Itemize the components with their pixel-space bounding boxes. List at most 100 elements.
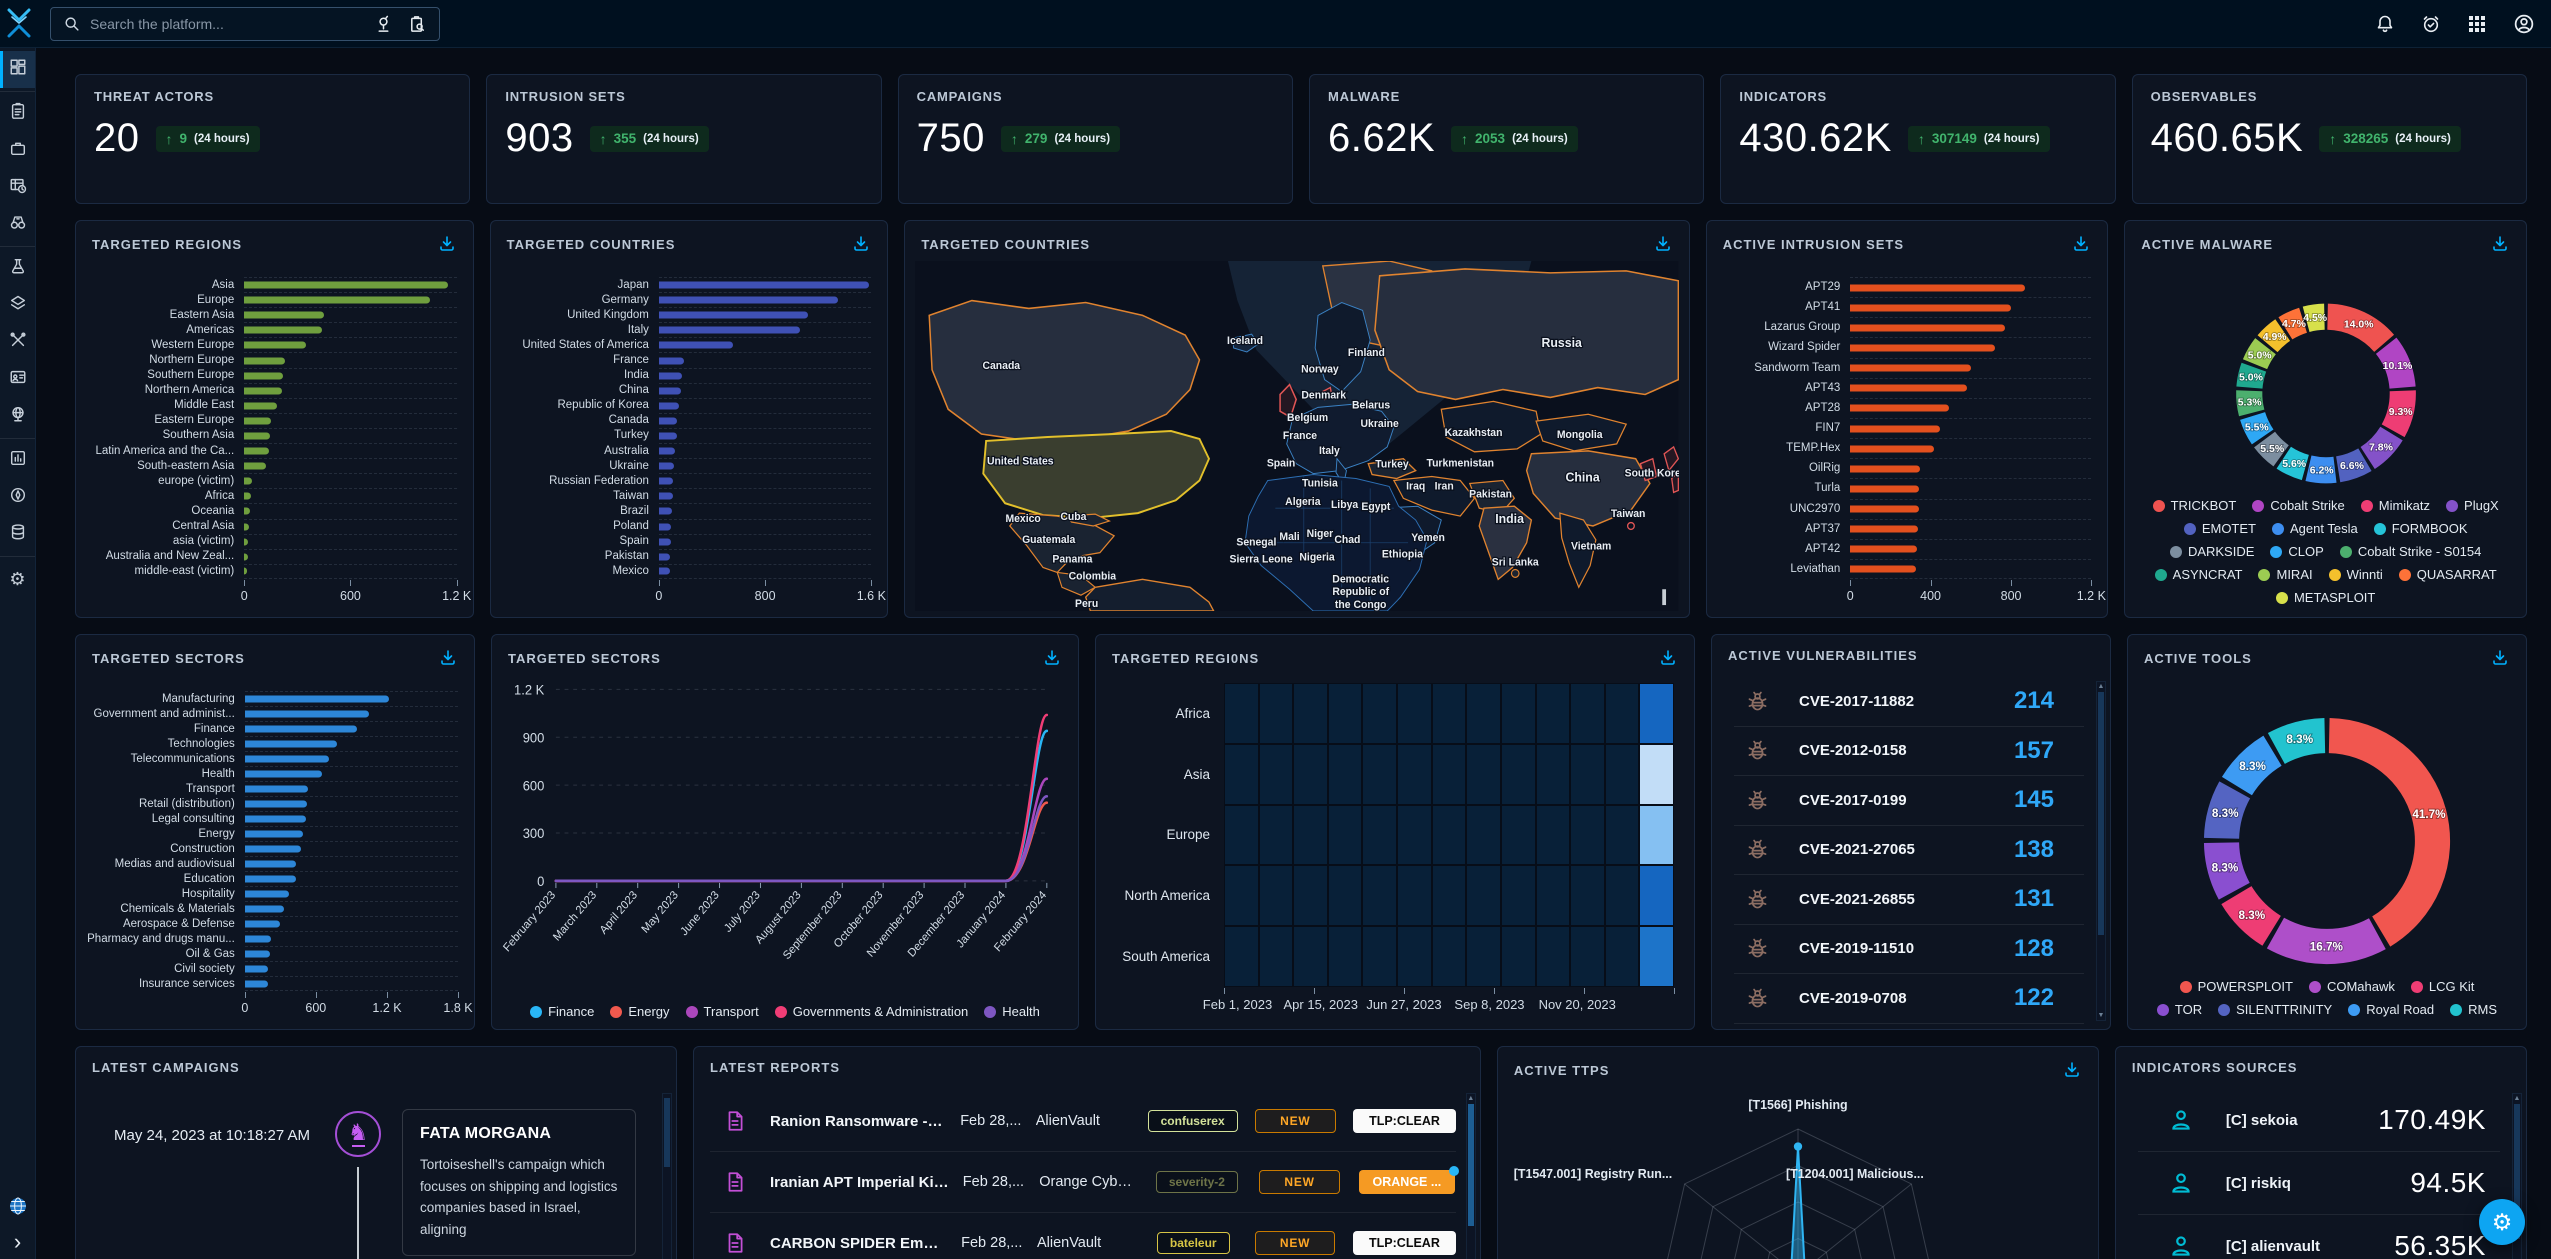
bar-row[interactable]: APT37 — [1715, 518, 2092, 539]
campaign-item[interactable]: FATA MORGANA Tortoiseshell's campaign wh… — [402, 1109, 636, 1257]
bar-row[interactable]: Ukraine — [499, 458, 872, 473]
nav-techniques[interactable] — [0, 324, 35, 361]
bar-row[interactable]: Republic of Korea — [499, 397, 872, 413]
download-icon[interactable] — [2062, 1060, 2082, 1080]
legend-item[interactable]: Winnti — [2328, 567, 2383, 582]
bar[interactable] — [244, 538, 249, 546]
bar[interactable] — [658, 462, 675, 470]
opencti-logo-icon[interactable] — [6, 8, 32, 43]
active-ttps-radar[interactable]: [T1566] Phishing [T1204.001] Malicious...… — [1502, 1085, 2094, 1259]
bar-row[interactable]: Turla — [1715, 478, 2092, 498]
nav-analyses[interactable] — [0, 95, 35, 132]
heatmap-cell[interactable] — [1362, 865, 1398, 927]
bar[interactable] — [244, 402, 277, 410]
heatmap-cell[interactable] — [1327, 926, 1363, 987]
nav-arsenal[interactable] — [0, 287, 35, 324]
bar-row[interactable]: Southern Asia — [84, 427, 457, 443]
bar-row[interactable]: Brazil — [499, 503, 872, 518]
legend-item[interactable]: MIRAI — [2258, 567, 2313, 582]
heatmap-cell[interactable] — [1362, 683, 1398, 744]
bar-row[interactable]: Europe — [84, 292, 457, 307]
report-marking-chip[interactable]: ORANGE ... — [1358, 1166, 1460, 1194]
bar[interactable] — [1850, 304, 2011, 312]
bar[interactable] — [244, 725, 358, 733]
bar-row[interactable]: Telecommunications — [84, 751, 458, 766]
legend-item[interactable]: RMS — [2450, 1002, 2497, 1017]
bar-row[interactable]: Australia — [499, 443, 872, 458]
download-icon[interactable] — [1658, 648, 1678, 668]
bar-row[interactable]: Latin America and the Ca... — [84, 443, 457, 458]
heatmap-cell[interactable] — [1327, 743, 1363, 805]
bar-row[interactable]: Italy — [499, 322, 872, 337]
targeted-sectors-line-chart[interactable]: 0 300 600 900 1.2 K February 2023 March 2023 Ap… — [502, 675, 1068, 1019]
heatmap-cell[interactable] — [1293, 683, 1328, 744]
bar-row[interactable]: Technologies — [84, 736, 458, 751]
bar[interactable] — [244, 890, 289, 898]
legend-item[interactable]: FORMBOOK — [2373, 521, 2468, 536]
bar-row[interactable]: Insurance services — [84, 976, 458, 991]
bar[interactable] — [658, 492, 673, 500]
heatmap-cell[interactable] — [1570, 926, 1605, 987]
donut-slice[interactable] — [2302, 303, 2325, 333]
bar[interactable] — [658, 553, 671, 561]
heatmap-cell[interactable] — [1327, 804, 1363, 866]
heatmap-cell[interactable] — [1535, 683, 1571, 744]
bar-row[interactable]: Retail (distribution) — [84, 796, 458, 811]
bar[interactable] — [244, 462, 267, 470]
bar-row[interactable]: Canada — [499, 412, 872, 428]
vulnerability-row[interactable]: CVE-2021-26855 131 — [1733, 875, 2084, 925]
bar[interactable] — [244, 740, 338, 748]
heatmap-cell[interactable] — [1258, 926, 1294, 987]
download-icon[interactable] — [851, 234, 871, 254]
report-marking-chip[interactable]: TLP:CLEAR — [1353, 1109, 1456, 1133]
bar[interactable] — [658, 538, 671, 546]
bar[interactable] — [244, 965, 269, 973]
bar-row[interactable]: Turkey — [499, 427, 872, 443]
bar[interactable] — [244, 447, 270, 455]
stat-card-indicators[interactable]: INDICATORS 430.62K ↑ 307149 (24 hours) — [1720, 74, 2116, 204]
report-tag-chip[interactable]: bateleur — [1156, 1232, 1230, 1254]
nav-investigations[interactable] — [0, 479, 35, 516]
heatmap-cell[interactable] — [1362, 926, 1398, 987]
heatmap-cell[interactable] — [1500, 683, 1536, 744]
heatmap-cell[interactable] — [1431, 804, 1467, 866]
heatmap-cell[interactable] — [1570, 743, 1605, 805]
bar-row[interactable]: Oceania — [84, 503, 457, 518]
heatmap-cell[interactable] — [1431, 683, 1467, 744]
nav-dashboards[interactable] — [0, 442, 35, 479]
bar-row[interactable]: France — [499, 352, 872, 367]
bar-row[interactable]: APT41 — [1715, 297, 2092, 317]
bar-row[interactable]: UNC2970 — [1715, 498, 2092, 519]
heatmap-cell[interactable] — [1500, 804, 1536, 866]
bar-row[interactable]: TEMP.Hex — [1715, 438, 2092, 458]
vulnerability-row[interactable]: CVE-2017-11882 214 — [1733, 677, 2084, 727]
bar-row[interactable]: Sandworm Team — [1715, 357, 2092, 378]
indicator-source-row[interactable]: [C] sekoia 170.49K — [2137, 1089, 2500, 1152]
bar[interactable] — [244, 477, 253, 485]
bar[interactable] — [1850, 384, 1967, 392]
bar[interactable] — [244, 296, 431, 304]
heatmap-cell[interactable] — [1362, 804, 1398, 866]
nav-events[interactable] — [0, 169, 35, 206]
scrollbar[interactable]: ▲ ▼ — [2095, 681, 2106, 1021]
stat-card-campaigns[interactable]: CAMPAIGNS 750 ↑ 279 (24 hours) — [897, 74, 1293, 204]
bar[interactable] — [658, 477, 674, 485]
bar-row[interactable]: Aerospace & Defense — [84, 916, 458, 931]
nav-threats[interactable] — [0, 250, 35, 287]
bar-row[interactable]: Leviathan — [1715, 558, 2092, 580]
stat-card-observables[interactable]: OBSERVABLES 460.65K ↑ 328265 (24 hours) — [2131, 74, 2527, 204]
heatmap-cell[interactable] — [1500, 926, 1536, 987]
legend-item[interactable]: EMOTET — [2183, 521, 2256, 536]
heatmap-cell[interactable] — [1223, 683, 1259, 744]
heatmap-cell[interactable] — [1397, 804, 1432, 866]
heatmap-cell[interactable] — [1604, 743, 1640, 805]
bar[interactable] — [244, 523, 249, 531]
report-tag-chip[interactable]: confuserex — [1147, 1110, 1238, 1132]
scrollbar[interactable]: ▲ — [1465, 1093, 1476, 1259]
bar-row[interactable]: Germany — [499, 292, 872, 307]
bar[interactable] — [658, 357, 685, 365]
bar-row[interactable]: Middle East — [84, 397, 457, 413]
bar[interactable] — [244, 311, 324, 319]
bar[interactable] — [244, 357, 285, 365]
heatmap-cell[interactable] — [1466, 865, 1501, 927]
